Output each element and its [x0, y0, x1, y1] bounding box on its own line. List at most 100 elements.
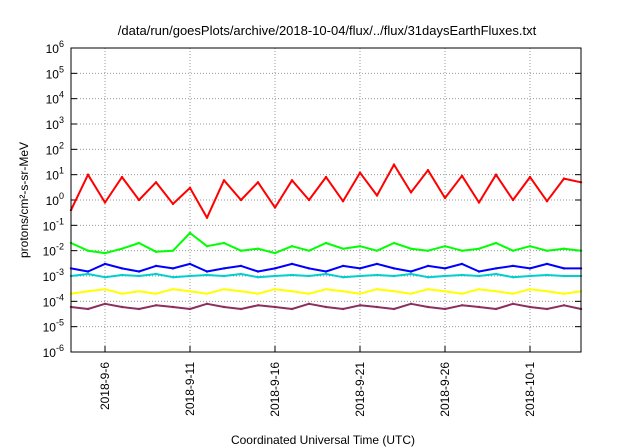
data-point: [460, 292, 464, 295]
x-tick-label: 2018-9-16: [268, 362, 282, 417]
data-point: [545, 262, 549, 266]
data-point: [511, 249, 515, 252]
data-point: [103, 201, 107, 204]
y-tick-label: 10-5: [43, 318, 64, 335]
data-point: [188, 274, 192, 278]
data-point: [154, 264, 158, 268]
data-point: [392, 163, 396, 166]
data-point: [239, 290, 243, 293]
data-point: [375, 262, 379, 266]
data-point: [273, 288, 277, 291]
data-point: [103, 262, 107, 266]
data-point: [460, 174, 464, 177]
data-point: [358, 267, 362, 270]
data-point: [409, 191, 413, 194]
data-point: [120, 175, 124, 179]
data-point: [120, 267, 124, 270]
y-tick-label: 105: [46, 64, 64, 81]
x-axis-label: Coordinated Universal Time (UTC): [231, 433, 415, 447]
data-point: [443, 290, 447, 293]
data-point: [443, 274, 447, 278]
data-point: [358, 274, 362, 278]
data-point: [545, 307, 549, 311]
data-point: [375, 273, 379, 277]
data-point: [290, 307, 294, 311]
data-point: [137, 307, 141, 311]
data-point: [171, 305, 175, 309]
data-point: [188, 290, 192, 293]
data-point: [256, 276, 260, 279]
y-tick-label: 10-4: [43, 292, 64, 309]
data-point: [528, 274, 532, 278]
data-point: [86, 272, 90, 276]
y-tick-label: 10-3: [43, 267, 64, 284]
data-point: [290, 273, 294, 277]
data-point: [545, 200, 549, 203]
data-point: [273, 274, 277, 278]
data-point: [222, 179, 226, 182]
data-point: [324, 305, 328, 309]
data-point: [205, 292, 209, 295]
data-point: [154, 304, 158, 307]
data-point: [239, 249, 243, 252]
data-point: [222, 267, 226, 270]
data-point: [86, 249, 90, 252]
data-point: [188, 262, 192, 266]
x-tick-label: 2018-9-11: [183, 362, 197, 416]
data-point: [222, 305, 226, 309]
y-tick-labels: 106 105 104 103 102 101 100 10-1 10-2 10-3 10-4 10-…: [43, 39, 64, 360]
data-point: [137, 274, 141, 278]
data-point: [171, 288, 175, 291]
data-point: [409, 302, 413, 305]
data-point: [256, 247, 260, 250]
data-point: [341, 307, 345, 311]
data-point: [426, 305, 430, 309]
data-point: [205, 245, 209, 248]
data-point: [375, 305, 379, 309]
data-point: [375, 194, 379, 197]
data-point: [545, 249, 549, 252]
data-point: [324, 241, 328, 245]
data-point: [205, 302, 209, 305]
data-point: [324, 288, 328, 291]
data-point: [239, 307, 243, 311]
x-tick-label: 2018-9-26: [438, 362, 452, 417]
data-point: [409, 270, 413, 273]
data-point: [188, 231, 192, 235]
data-point: [273, 305, 277, 309]
data-point: [103, 288, 107, 291]
data-point: [562, 267, 566, 270]
data-point: [188, 307, 192, 311]
data-point: [494, 272, 498, 276]
data-point: [528, 267, 532, 270]
y-tick-label: 102: [46, 140, 64, 157]
data-point: [86, 173, 90, 176]
data-point: [528, 288, 532, 291]
data-point: [460, 262, 464, 266]
data-point: [477, 288, 481, 291]
data-point: [307, 302, 311, 305]
data-point: [392, 274, 396, 278]
data-point: [494, 290, 498, 293]
data-point: [511, 276, 515, 279]
data-point: [511, 302, 515, 305]
data-point: [494, 267, 498, 270]
data-point: [460, 304, 464, 307]
data-point: [137, 241, 141, 245]
data-point: [443, 245, 447, 248]
data-point: [528, 305, 532, 309]
data-point: [290, 262, 294, 266]
data-point: [290, 245, 294, 248]
series-group: [69, 163, 583, 311]
data-point: [392, 241, 396, 245]
data-point: [137, 198, 141, 202]
x-tick-label: 2018-9-6: [98, 362, 112, 410]
data-point: [154, 292, 158, 295]
data-point: [103, 251, 107, 255]
data-point: [528, 175, 532, 179]
data-point: [426, 276, 430, 279]
data-point: [137, 270, 141, 273]
data-point: [171, 249, 175, 252]
data-point: [443, 307, 447, 311]
data-point: [341, 200, 345, 203]
